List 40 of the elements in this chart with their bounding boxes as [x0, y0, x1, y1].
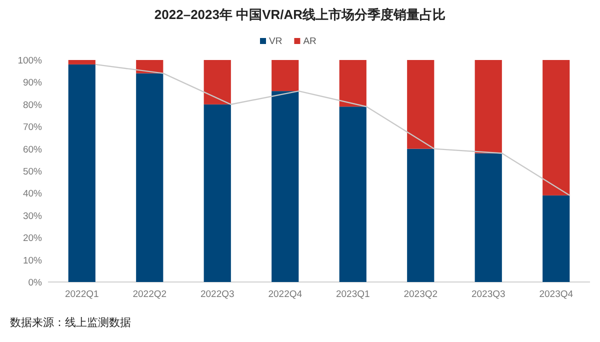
y-tick-label: 100% — [18, 56, 43, 66]
bar — [136, 60, 164, 74]
bar — [204, 60, 231, 104]
y-tick-label: 80% — [22, 100, 43, 111]
line-series — [94, 64, 570, 196]
y-tick-label: 50% — [22, 166, 43, 178]
y-tick-label: 0% — [28, 278, 43, 288]
bar — [272, 60, 299, 92]
y-tick-label: 30% — [22, 210, 43, 222]
source-note: 数据来源：线上监测数据 — [10, 316, 131, 329]
bar — [407, 60, 434, 149]
bar — [68, 64, 96, 282]
x-tick-label: 2022Q1 — [64, 289, 99, 300]
y-tick-label: 60% — [22, 144, 43, 156]
y-tick-label: 70% — [22, 122, 43, 134]
y-tick-label: 90% — [22, 78, 43, 89]
legend-label: AR — [303, 36, 317, 47]
x-tick-label: 2023Q1 — [336, 289, 370, 300]
bar — [407, 148, 434, 282]
bar — [474, 60, 502, 154]
bar — [339, 106, 366, 282]
bar — [136, 73, 164, 282]
x-tick-label: 2022Q2 — [132, 289, 167, 300]
legend-label: VR — [269, 36, 282, 47]
y-tick-label: 10% — [22, 255, 43, 266]
x-tick-label: 2023Q3 — [471, 289, 506, 300]
bar — [272, 91, 299, 282]
bar — [474, 153, 502, 282]
x-tick-label: 2023Q2 — [404, 289, 438, 300]
y-tick-label: 20% — [22, 233, 43, 244]
y-tick-label: 40% — [22, 188, 43, 200]
bar — [542, 60, 570, 196]
bar — [68, 60, 96, 64]
x-tick-label: 2022Q4 — [268, 289, 302, 300]
bar — [339, 60, 366, 107]
bar — [204, 104, 231, 282]
x-tick-label: 2023Q4 — [539, 289, 574, 300]
bar — [542, 195, 570, 282]
x-tick-label: 2022Q3 — [200, 289, 234, 300]
chart-title: 2022–2023年 中国VR/AR线上市场分季度销量占比 — [154, 7, 446, 22]
